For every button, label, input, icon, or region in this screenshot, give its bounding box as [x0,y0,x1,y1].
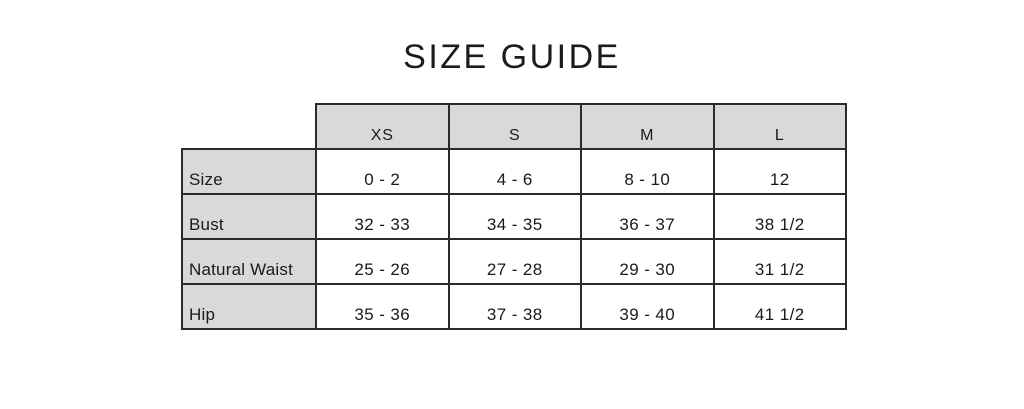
cell-bust-s: 34 - 35 [447,193,582,240]
page-title: SIZE GUIDE [403,38,621,76]
row-label-hip: Hip [181,283,317,330]
table-row: Size 0 - 2 4 - 6 8 - 10 12 [181,148,847,195]
table-header: XS S M L [182,103,847,150]
cell-natural-waist-l: 31 1/2 [712,238,847,285]
cell-bust-xs: 32 - 33 [315,193,450,240]
cell-size-xs: 0 - 2 [315,148,450,195]
cell-bust-m: 36 - 37 [580,193,715,240]
cell-hip-l: 41 1/2 [712,283,847,330]
cell-hip-xs: 35 - 36 [315,283,450,330]
row-label-natural-waist: Natural Waist [181,238,317,285]
column-header-m: M [580,103,715,150]
cell-size-l: 12 [712,148,847,195]
cell-size-s: 4 - 6 [447,148,582,195]
column-header-s: S [447,103,582,150]
column-header-l: L [712,103,847,150]
table-header-row: XS S M L [182,103,847,150]
size-guide-table-container: XS S M L Size 0 - 2 4 - 6 8 - 10 12 Bust… [181,103,847,330]
cell-bust-l: 38 1/2 [712,193,847,240]
row-label-bust: Bust [181,193,317,240]
column-header-xs: XS [315,103,450,150]
cell-natural-waist-xs: 25 - 26 [315,238,450,285]
row-label-size: Size [181,148,317,195]
table-row: Hip 35 - 36 37 - 38 39 - 40 41 1/2 [181,283,847,330]
table-row: Bust 32 - 33 34 - 35 36 - 37 38 1/2 [181,193,847,240]
size-guide-table: XS S M L Size 0 - 2 4 - 6 8 - 10 12 Bust… [181,103,847,330]
cell-hip-s: 37 - 38 [447,283,582,330]
cell-natural-waist-m: 29 - 30 [580,238,715,285]
cell-natural-waist-s: 27 - 28 [447,238,582,285]
table-body: Size 0 - 2 4 - 6 8 - 10 12 Bust 32 - 33 … [181,148,847,330]
cell-size-m: 8 - 10 [580,148,715,195]
cell-hip-m: 39 - 40 [580,283,715,330]
table-row: Natural Waist 25 - 26 27 - 28 29 - 30 31… [181,238,847,285]
table-corner-cell [182,104,316,149]
